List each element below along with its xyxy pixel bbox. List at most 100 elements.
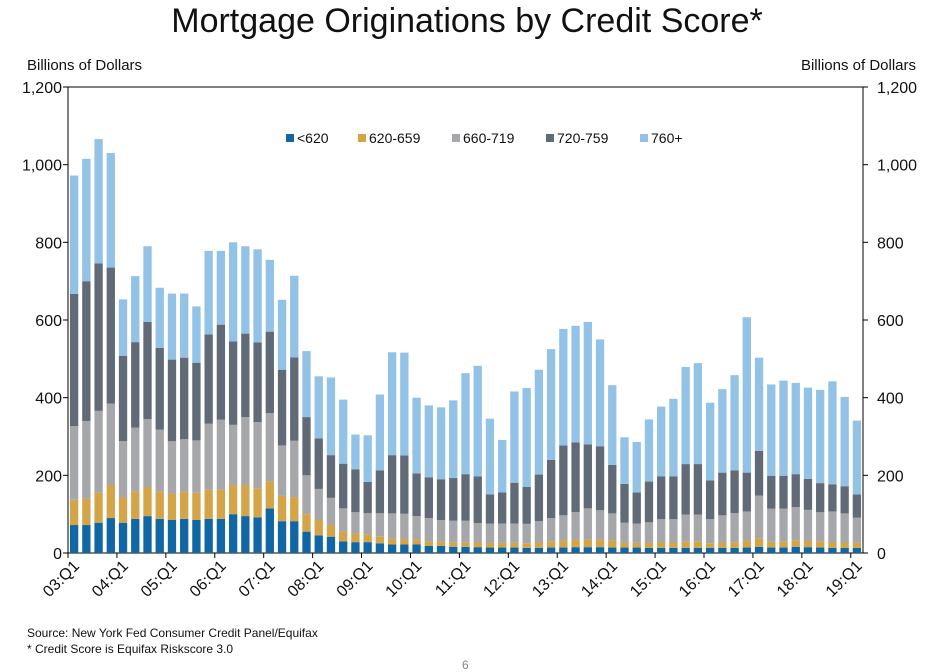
bar-15-Q3-series-0 (681, 547, 690, 553)
bar-04-Q4-series-4 (155, 287, 164, 348)
bar-04-Q3-series-4 (143, 246, 152, 322)
bar-12-Q2-series-2 (522, 523, 531, 544)
bar-03-Q4-series-4 (106, 153, 115, 268)
bar-12-Q4-series-1 (546, 541, 556, 548)
y-axes: 0 0 200 200 400 400 600 600 800 800 1,000 1,000 1,20… (22, 80, 917, 563)
bar-03-Q3-series-2 (94, 410, 103, 493)
bar-09-Q2-series-1 (375, 536, 385, 544)
bar-03-Q2-series-2 (82, 420, 91, 499)
bar-04-Q1-series-3 (118, 355, 128, 442)
y-tick-label-left: 1,200 (22, 80, 62, 97)
bar-04-Q1-series-0 (118, 522, 128, 553)
bar-10-Q3-series-3 (436, 479, 446, 520)
x-tick-label: 14:Q1 (578, 558, 621, 601)
bar-08-Q3-series-0 (339, 541, 348, 553)
bar-09-Q2-series-0 (375, 543, 385, 553)
bar-15-Q1-series-1 (657, 542, 666, 548)
bar-19-Q1-series-3 (852, 494, 862, 518)
bar-13-Q2-series-3 (571, 442, 580, 513)
bar-17-Q4-series-1 (791, 540, 800, 547)
bar-05-Q2-series-2 (180, 439, 189, 492)
bar-11-Q3-series-2 (485, 523, 495, 543)
bar-09-Q1-series-1 (363, 534, 372, 543)
bar-13-Q3-series-2 (583, 508, 592, 540)
bar-09-Q1-series-4 (363, 435, 372, 482)
bar-15-Q4-series-3 (693, 464, 703, 515)
bar-17-Q3-series-4 (779, 380, 788, 476)
y-axis-label-left: Billions of Dollars (27, 57, 143, 74)
y-tick-label-right: 1,000 (877, 158, 917, 175)
bar-14-Q2-series-2 (620, 522, 629, 543)
bar-09-Q3-series-2 (387, 513, 397, 539)
y-tick-label-right: 800 (877, 235, 904, 252)
bar-10-Q4-series-0 (449, 546, 458, 553)
bar-16-Q2-series-4 (718, 389, 727, 473)
bar-09-Q1-series-0 (363, 542, 372, 553)
y-tick-label-left: 400 (35, 391, 62, 408)
x-tick-label: 08:Q1 (285, 558, 328, 601)
bar-06-Q4-series-3 (253, 342, 262, 423)
bar-10-Q2-series-4 (424, 405, 433, 478)
bar-19-Q1-series-2 (852, 517, 862, 543)
bar-06-Q4-series-2 (253, 422, 262, 489)
bar-04-Q2-series-1 (131, 491, 140, 519)
bar-15-Q3-series-4 (681, 366, 690, 465)
bar-03-Q2-series-3 (82, 281, 91, 421)
bar-18-Q3-series-2 (828, 511, 837, 543)
bar-13-Q4-series-0 (595, 547, 605, 553)
bar-07-Q2-series-4 (277, 299, 287, 370)
bar-08-Q1-series-4 (314, 376, 323, 439)
x-tick-label: 15:Q1 (627, 558, 670, 601)
bar-08-Q3-series-1 (339, 531, 348, 542)
y-axis-label-right: Billions of Dollars (800, 57, 916, 74)
bar-04-Q2-series-2 (131, 427, 140, 492)
bar-15-Q1-series-3 (657, 476, 666, 520)
bar-07-Q2-series-1 (277, 495, 287, 522)
bar-12-Q3-series-2 (534, 521, 544, 543)
bar-10-Q4-series-1 (449, 542, 458, 547)
bar-03-Q3-series-3 (94, 263, 103, 411)
bar-10-Q1-series-3 (412, 473, 421, 517)
page-number: 6 (462, 658, 469, 672)
bar-11-Q3-series-3 (485, 494, 495, 524)
bar-07-Q1-series-2 (265, 413, 274, 482)
bar-19-Q1-series-0 (852, 547, 862, 553)
bar-05-Q4-series-0 (204, 518, 213, 553)
bar-17-Q2-series-0 (767, 547, 776, 553)
x-tick-label: 10:Q1 (383, 558, 426, 601)
bar-05-Q2-series-3 (180, 357, 189, 440)
bar-09-Q2-series-2 (375, 513, 385, 537)
bar-12-Q3-series-1 (534, 542, 544, 548)
bar-13-Q1-series-4 (559, 328, 568, 446)
bar-15-Q4-series-4 (693, 363, 703, 465)
footnote: * Credit Score is Equifax Riskscore 3.0 (27, 642, 234, 656)
bar-11-Q3-series-4 (485, 418, 495, 495)
bar-06-Q3-series-3 (241, 333, 250, 418)
bar-03-Q3-series-1 (94, 492, 103, 523)
bar-06-Q3-series-4 (241, 246, 250, 334)
bar-17-Q3-series-3 (779, 475, 788, 509)
bar-12-Q2-series-4 (522, 387, 531, 487)
bar-12-Q1-series-0 (510, 547, 519, 553)
bar-18-Q2-series-2 (816, 512, 825, 542)
x-tick-label: 17:Q1 (725, 558, 768, 601)
bar-14-Q1-series-4 (608, 385, 617, 465)
bar-16-Q4-series-1 (742, 540, 751, 548)
bar-19-Q1-series-4 (852, 420, 862, 495)
bar-10-Q2-series-3 (424, 477, 433, 519)
bar-17-Q2-series-2 (767, 508, 776, 542)
bar-08-Q3-series-2 (339, 508, 348, 532)
bar-05-Q4-series-1 (204, 489, 213, 519)
bar-03-Q2-series-4 (82, 158, 91, 282)
bar-04-Q1-series-4 (118, 299, 128, 356)
bar-07-Q3-series-2 (290, 440, 299, 498)
bar-07-Q1-series-4 (265, 259, 274, 332)
bar-16-Q2-series-1 (718, 542, 727, 548)
bar-06-Q2-series-1 (228, 485, 238, 515)
bar-18-Q4-series-4 (840, 396, 849, 487)
bar-11-Q4-series-4 (498, 440, 507, 493)
bar-15-Q4-series-2 (693, 514, 703, 542)
bar-09-Q1-series-3 (363, 481, 372, 514)
bar-17-Q1-series-0 (754, 546, 764, 553)
bar-13-Q4-series-4 (595, 339, 605, 447)
